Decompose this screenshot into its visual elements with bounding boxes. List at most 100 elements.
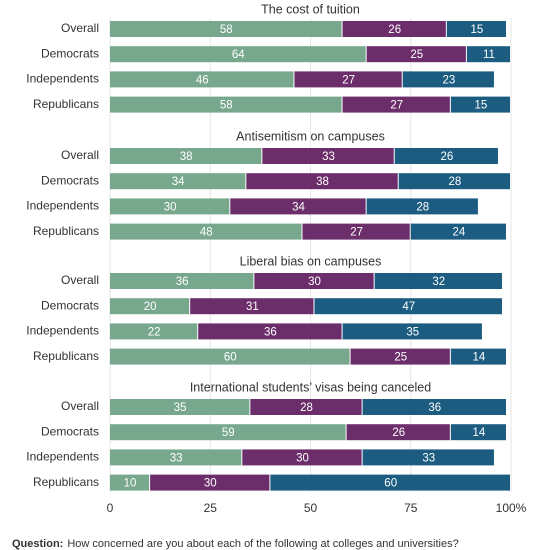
bar-segment [254, 273, 374, 289]
bar-segment [366, 46, 466, 63]
bar-segment [450, 96, 510, 113]
bar-segment [446, 21, 506, 37]
value-label: 38 [180, 151, 193, 163]
value-label: 26 [440, 151, 453, 163]
value-label: 33 [170, 452, 183, 464]
value-label: 30 [296, 452, 309, 464]
bar-segment [110, 46, 366, 63]
category-label: Democrats [41, 424, 99, 438]
value-label: 30 [204, 478, 217, 490]
value-label: 26 [388, 24, 401, 36]
value-label: 28 [416, 201, 429, 213]
bar-segment [110, 323, 198, 340]
bar-segment [398, 173, 510, 190]
bar-segment [450, 348, 506, 365]
category-label: Overall [61, 399, 99, 413]
bar-segment [110, 96, 342, 113]
x-tick-label: 50 [304, 501, 318, 515]
bar-segment [402, 71, 494, 88]
bar-segment [110, 71, 294, 88]
value-label: 22 [148, 326, 161, 338]
bar-segment [362, 399, 506, 415]
bar-segment [294, 71, 402, 88]
category-label: Overall [61, 21, 99, 35]
bar-segment [110, 148, 262, 164]
bar-segment [350, 348, 450, 365]
value-label: 58 [220, 24, 233, 36]
panel-title: International students’ visas being canc… [190, 380, 431, 394]
value-label: 38 [316, 176, 329, 188]
value-label: 30 [308, 276, 321, 288]
value-label: 64 [232, 49, 245, 61]
value-label: 33 [422, 452, 435, 464]
bar-segment [374, 273, 502, 289]
value-label: 36 [264, 326, 277, 338]
value-label: 10 [124, 478, 137, 490]
bar-segment [110, 348, 350, 365]
bar-segment [110, 298, 190, 315]
bar-segment [342, 323, 482, 340]
bar-segment [242, 449, 362, 466]
value-label: 14 [473, 427, 486, 439]
value-label: 20 [144, 301, 157, 313]
value-label: 27 [342, 74, 355, 86]
value-label: 25 [410, 49, 423, 61]
bar-segment [246, 173, 398, 190]
bar-segment [346, 424, 450, 441]
bar-segment [394, 148, 498, 164]
value-label: 58 [220, 100, 233, 112]
x-tick-label: 0 [107, 501, 114, 515]
panel-title: Antisemitism on campuses [236, 129, 385, 143]
category-label: Republicans [33, 224, 99, 238]
bar-segment [250, 399, 362, 415]
value-label: 27 [390, 100, 403, 112]
value-label: 28 [300, 402, 313, 414]
category-label: Independents [26, 72, 99, 86]
category-label: Republicans [33, 349, 99, 363]
bar-segment [314, 298, 502, 315]
value-label: 48 [200, 227, 213, 239]
category-label: Democrats [41, 298, 99, 312]
value-label: 34 [292, 201, 305, 213]
value-label: 23 [442, 74, 455, 86]
value-label: 34 [172, 176, 185, 188]
value-label: 30 [164, 201, 177, 213]
value-label: 35 [174, 402, 187, 414]
bar-segment [110, 21, 342, 37]
value-label: 36 [176, 276, 189, 288]
value-label: 59 [222, 427, 235, 439]
bar-segment [410, 223, 506, 240]
value-label: 60 [224, 352, 237, 364]
value-label: 26 [392, 427, 405, 439]
bar-segment [230, 198, 366, 215]
bar-segment [342, 21, 446, 37]
value-label: 36 [428, 402, 441, 414]
bar-segment [198, 323, 342, 340]
category-label: Overall [61, 148, 99, 162]
bar-segment [110, 399, 250, 415]
value-label: 24 [452, 227, 465, 239]
bar-segment [450, 424, 506, 441]
question: Question: How concerned are you about eac… [12, 538, 459, 550]
question-label: Question: [12, 538, 63, 550]
bar-segment [110, 198, 230, 215]
x-tick-label: 25 [204, 501, 218, 515]
value-label: 11 [483, 49, 495, 61]
bar-segment [342, 96, 450, 113]
bar-segment [110, 424, 346, 441]
bar-segment [302, 223, 410, 240]
panel-title: The cost of tuition [261, 2, 360, 16]
category-label: Republicans [33, 97, 99, 111]
category-label: Democrats [41, 46, 99, 60]
bar-segment [190, 298, 314, 315]
value-label: 14 [473, 352, 486, 364]
bar-segment [466, 46, 510, 63]
category-label: Independents [26, 199, 99, 213]
bar-segment [150, 474, 270, 491]
value-label: 28 [448, 176, 461, 188]
category-label: Independents [26, 324, 99, 338]
bar-segment [270, 474, 510, 491]
bar-segment [110, 173, 246, 190]
